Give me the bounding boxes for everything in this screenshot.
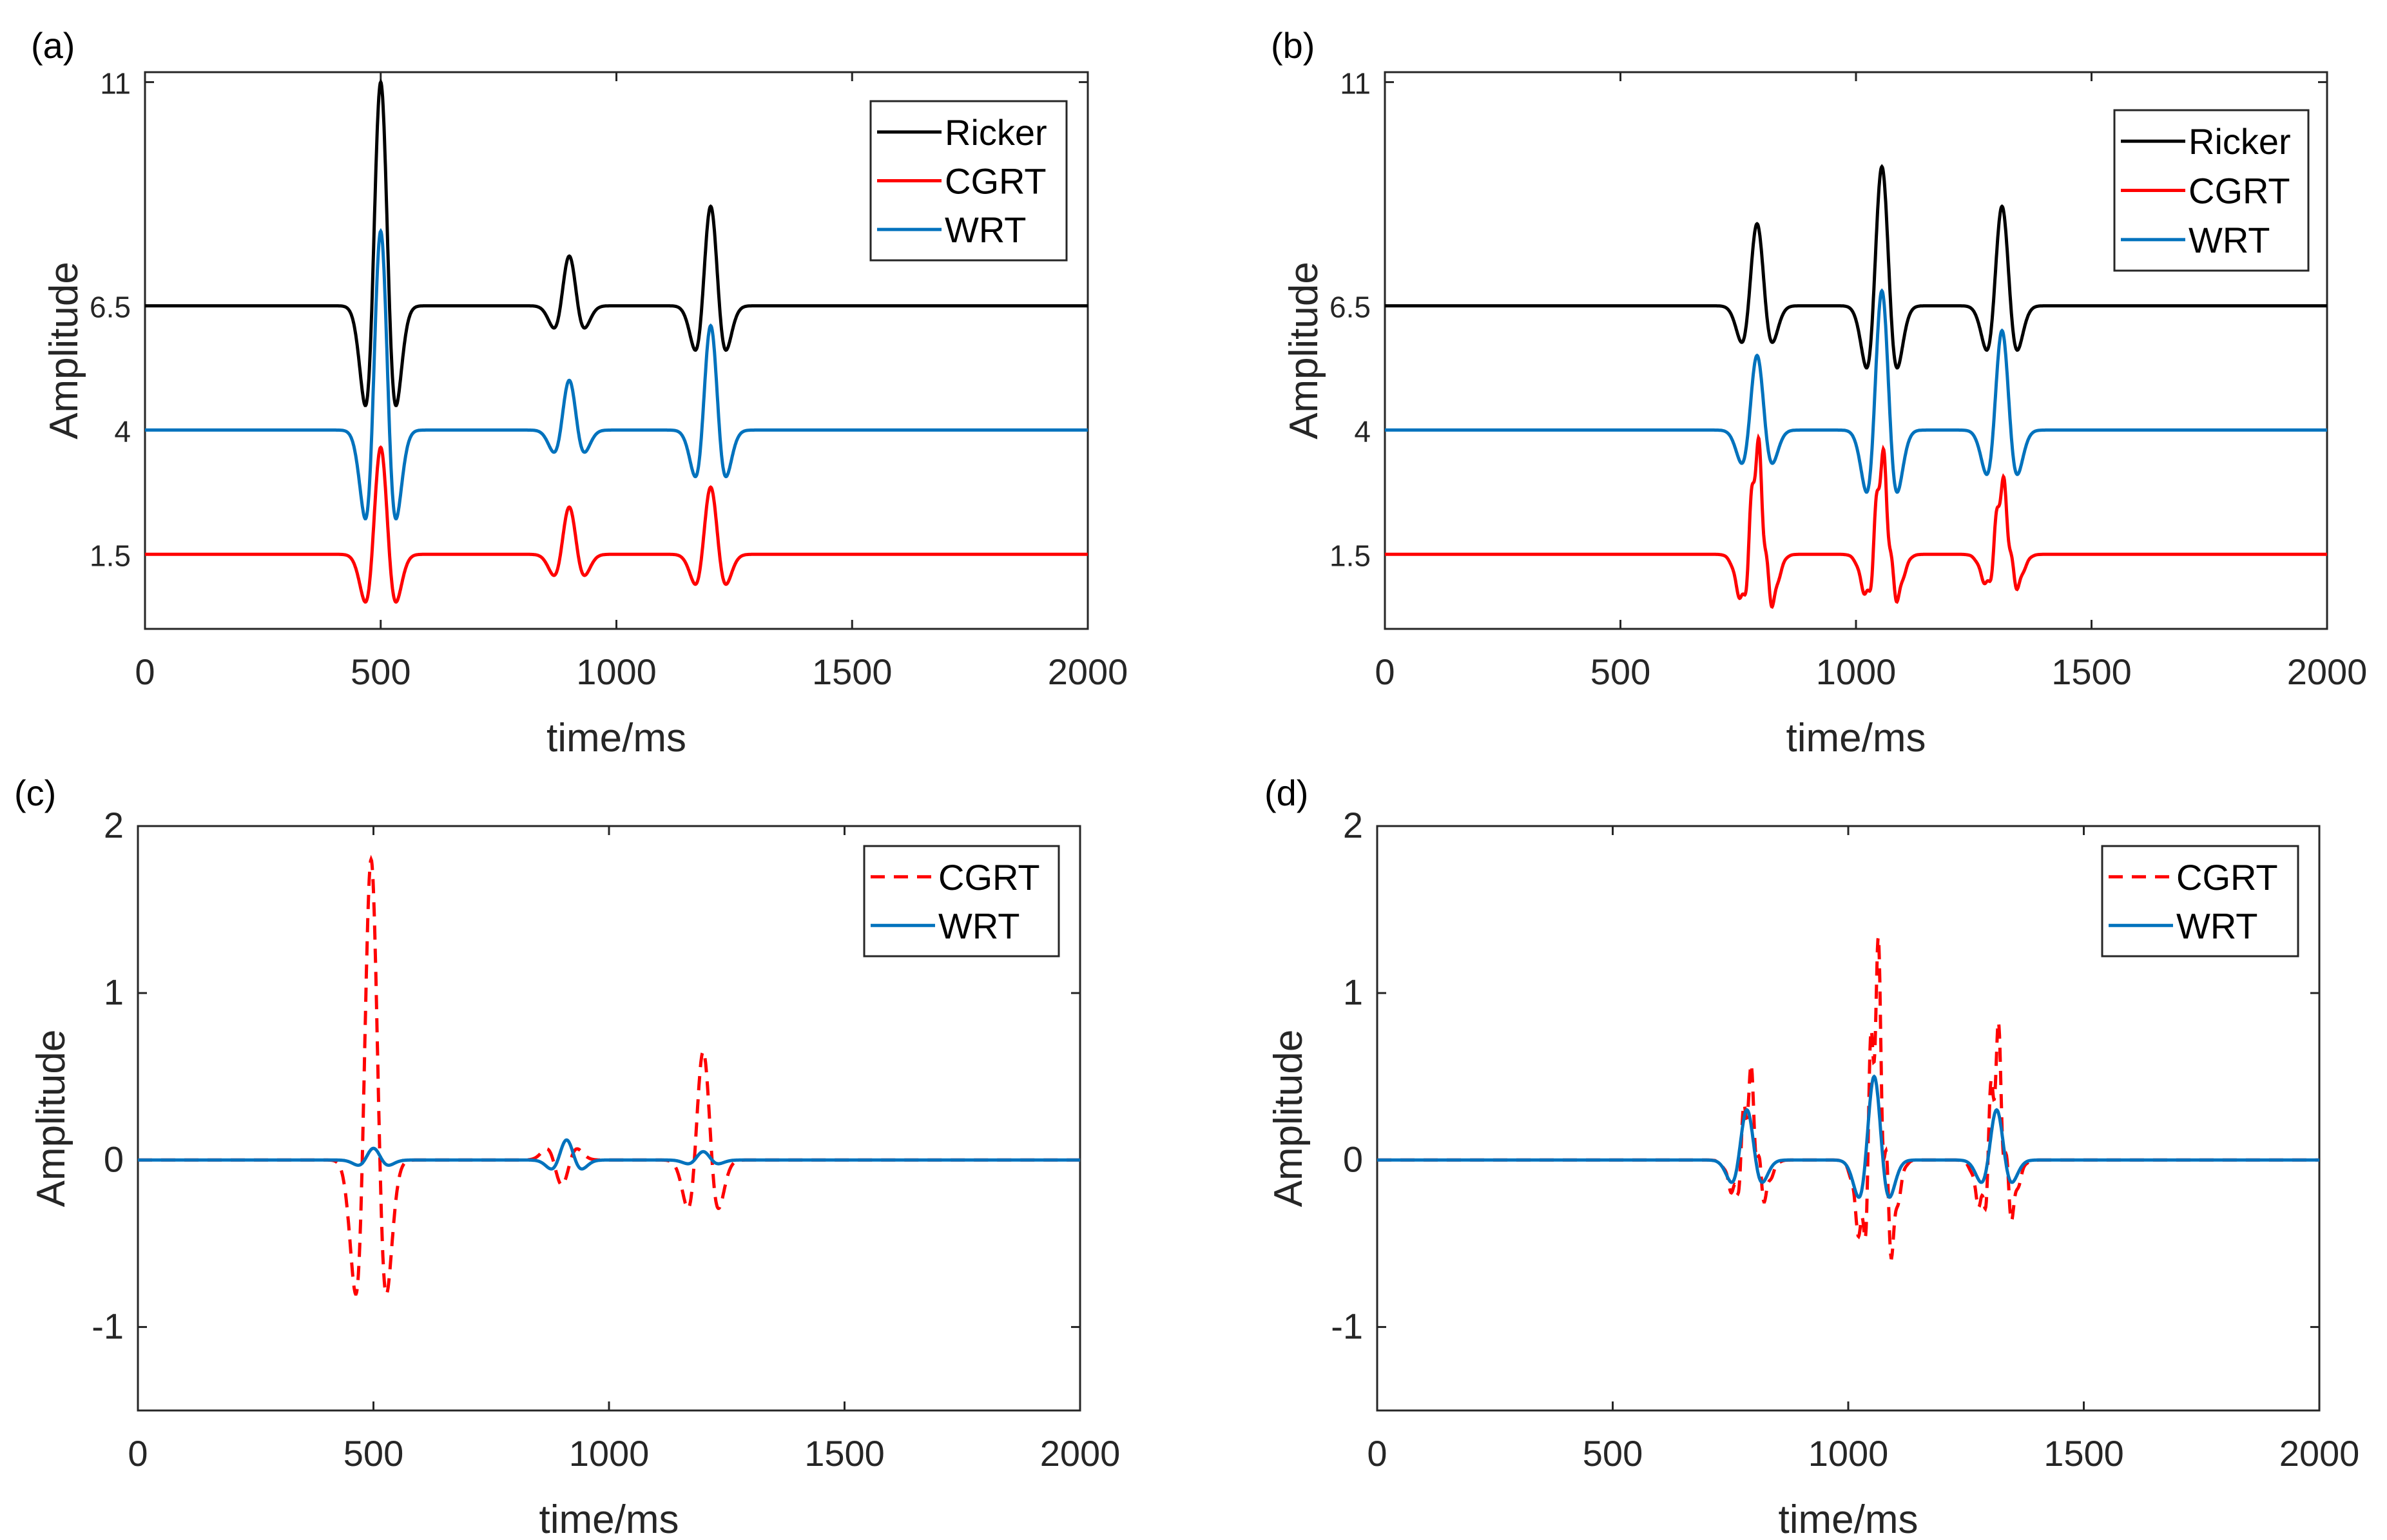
series-line-cgrt xyxy=(145,445,1088,604)
series-line-ricker xyxy=(145,78,1088,407)
subplot-a: 0 500 1000 1500 2000 1.5 4 6.5 11 time/ms Amplitud… xyxy=(31,25,1128,760)
y-tick-label: 4 xyxy=(1354,414,1371,448)
x-axis-label: time/ms xyxy=(1786,716,1926,760)
legend: Ricker CGRT WRT xyxy=(2113,109,2310,272)
legend: CGRT WRT xyxy=(863,845,1060,958)
x-tick-label: 1500 xyxy=(2051,651,2132,692)
legend-label-cgrt: CGRT xyxy=(945,161,1047,202)
series-line-wrt xyxy=(145,227,1088,521)
legend-label-cgrt: CGRT xyxy=(2189,171,2290,211)
x-tick-label: 2000 xyxy=(2279,1433,2360,1474)
x-tick-label: 0 xyxy=(128,1433,148,1474)
legend-box xyxy=(863,845,1060,958)
x-tick-label: 500 xyxy=(351,651,411,692)
y-tick-label: 11 xyxy=(100,66,131,100)
x-tick-label: 500 xyxy=(343,1433,403,1474)
x-tick-label: 1500 xyxy=(2044,1433,2124,1474)
x-tick-label: 500 xyxy=(1583,1433,1643,1474)
x-tick-label: 1000 xyxy=(569,1433,650,1474)
x-tick-label: 500 xyxy=(1590,651,1650,692)
y-axis-label: Amplitude xyxy=(29,1030,73,1208)
x-tick-label: 1500 xyxy=(804,1433,885,1474)
x-tick-label: 1000 xyxy=(1816,651,1897,692)
series-line-cgrt xyxy=(1385,433,2327,609)
subplot-c: 0 500 1000 1500 2000 -1 0 1 2 time/ms Amplitude (c)… xyxy=(14,773,1120,1540)
legend-box xyxy=(2101,845,2299,958)
legend: Ricker CGRT WRT xyxy=(869,100,1068,262)
legend-label-cgrt: CGRT xyxy=(2176,857,2278,898)
legend-label-ricker: Ricker xyxy=(2189,121,2291,162)
x-tick-label: 2000 xyxy=(1048,651,1128,692)
series-line-wrt xyxy=(138,1138,1080,1171)
y-tick-label: 2 xyxy=(104,805,124,845)
y-tick-label: -1 xyxy=(1331,1305,1363,1346)
x-tick-label: 2000 xyxy=(1040,1433,1121,1474)
x-axis-label: time/ms xyxy=(546,716,686,760)
legend-label-wrt: WRT xyxy=(945,209,1027,250)
legend-label-wrt: WRT xyxy=(938,905,1020,946)
legend-label-wrt: WRT xyxy=(2189,220,2270,260)
y-tick-label: 1.5 xyxy=(90,539,131,572)
series-line-ricker xyxy=(1385,164,2327,370)
y-tick-label: 11 xyxy=(1340,66,1371,100)
y-axis-label: Amplitude xyxy=(42,262,86,439)
y-axis-label: Amplitude xyxy=(1282,262,1326,439)
y-tick-label: 2 xyxy=(1343,805,1363,845)
subplot-d: 0 500 1000 1500 2000 -1 0 1 2 time/ms Amplitude (d)… xyxy=(1264,773,2359,1540)
y-axis-label: Amplitude xyxy=(1266,1030,1311,1208)
x-tick-label: 0 xyxy=(135,651,155,692)
x-axis-label: time/ms xyxy=(1779,1497,1918,1540)
panel-label: (a) xyxy=(31,25,75,66)
subplot-b: 0 500 1000 1500 2000 1.5 4 6.5 11 time/ms Amplitud… xyxy=(1271,25,2367,760)
panel-label: (d) xyxy=(1264,773,1308,813)
x-tick-label: 1000 xyxy=(576,651,657,692)
legend-label-ricker: Ricker xyxy=(945,112,1047,153)
legend: CGRT WRT xyxy=(2101,845,2299,958)
x-tick-label: 0 xyxy=(1375,651,1395,692)
y-tick-label: -1 xyxy=(92,1305,124,1346)
x-tick-label: 1500 xyxy=(812,651,893,692)
x-tick-label: 0 xyxy=(1367,1433,1387,1474)
y-tick-label: 0 xyxy=(104,1139,124,1179)
panel-label: (b) xyxy=(1271,25,1315,66)
series-line-wrt xyxy=(1385,288,2327,494)
x-axis-label: time/ms xyxy=(539,1497,679,1540)
x-tick-label: 1000 xyxy=(1808,1433,1889,1474)
y-tick-label: 1 xyxy=(104,972,124,1012)
series-line-wrt xyxy=(1377,1074,2319,1199)
y-tick-label: 6.5 xyxy=(1329,291,1371,324)
y-tick-label: 4 xyxy=(114,414,131,448)
legend-label-cgrt: CGRT xyxy=(938,857,1040,898)
y-tick-label: 6.5 xyxy=(90,291,131,324)
y-tick-label: 1.5 xyxy=(1329,539,1371,572)
x-tick-label: 2000 xyxy=(2287,651,2368,692)
y-tick-label: 1 xyxy=(1343,972,1363,1012)
y-tick-label: 0 xyxy=(1343,1139,1363,1179)
legend-label-wrt: WRT xyxy=(2176,905,2258,946)
panel-label: (c) xyxy=(14,773,56,813)
